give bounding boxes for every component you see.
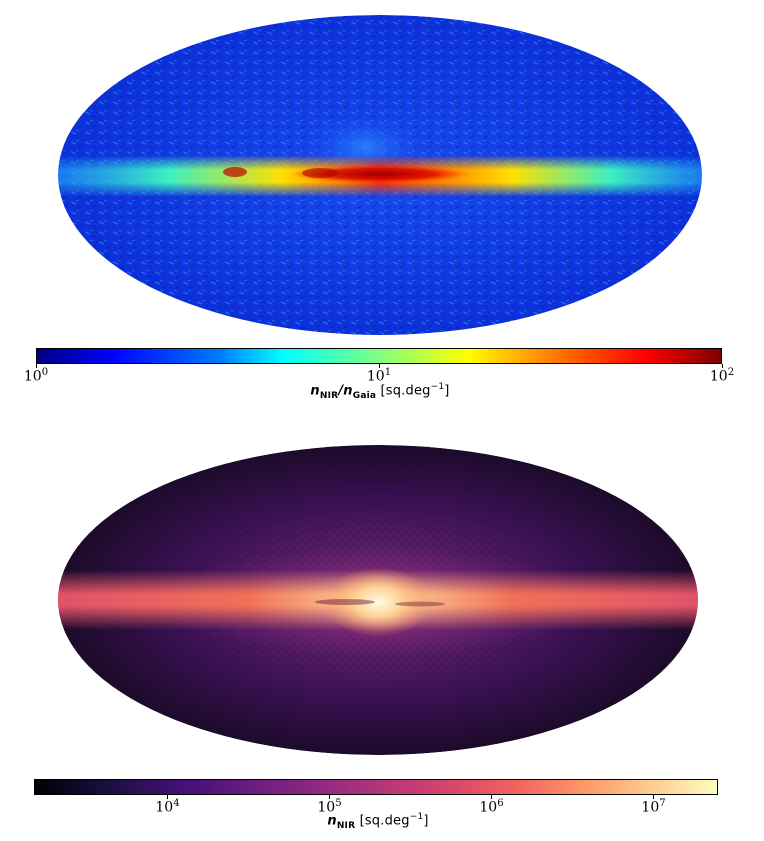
colorbar-tick-label: 105 — [317, 798, 342, 816]
ratio-colorbar — [36, 348, 722, 364]
density-map-panel: 104 105 106 107 nNIR [sq.deg−1] — [0, 430, 764, 841]
ratio-map-panel: 100 101 102 nNIR/nGaia [sq.deg−1] — [0, 0, 764, 420]
ratio-sky-map — [58, 15, 702, 335]
density-colorbar-label: nNIR [sq.deg−1] — [327, 812, 429, 831]
colorbar-tick — [35, 364, 37, 368]
density-sky-map — [58, 445, 698, 755]
colorbar-tick — [653, 795, 655, 799]
colorbar-tick — [166, 795, 168, 799]
colorbar-tick — [328, 795, 330, 799]
colorbar-tick — [491, 795, 492, 799]
colorbar-tick-label: 102 — [709, 367, 735, 385]
colorbar-tick-label: 104 — [155, 798, 180, 816]
colorbar-tick — [378, 364, 380, 368]
colorbar-tick-label: 100 — [23, 367, 49, 385]
ratio-colorbar-label: nNIR/nGaia [sq.deg−1] — [310, 382, 450, 401]
colorbar-tick-label: 106 — [479, 798, 504, 816]
colorbar-tick — [721, 364, 723, 368]
colorbar-tick-label: 107 — [641, 798, 666, 816]
density-colorbar — [34, 779, 718, 795]
colorbar-tick-label: 101 — [366, 367, 392, 385]
